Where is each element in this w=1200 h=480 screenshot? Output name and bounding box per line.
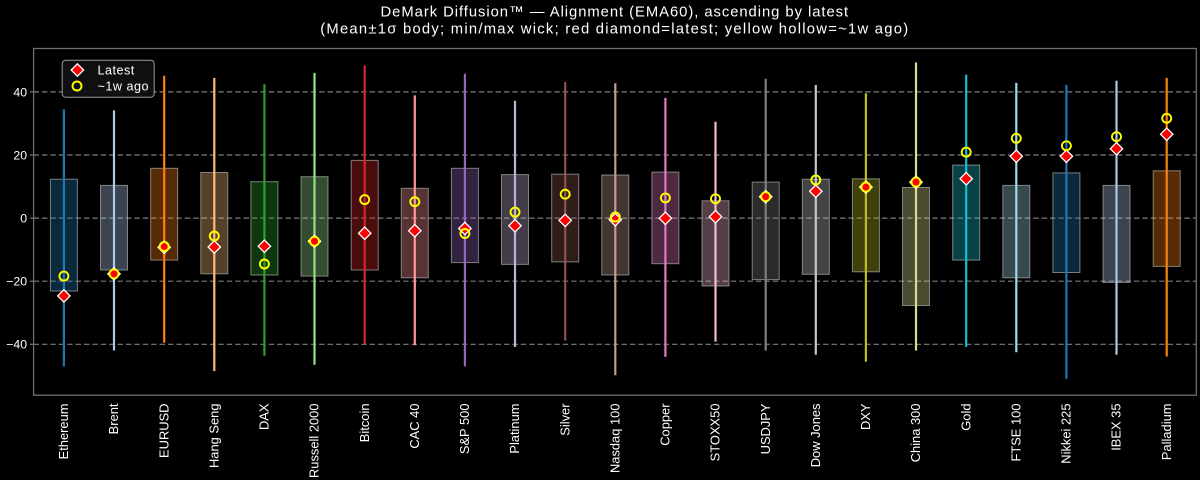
svg-text:Russell 2000: Russell 2000 xyxy=(307,404,322,479)
svg-text:CAC 40: CAC 40 xyxy=(407,404,422,449)
svg-text:Latest: Latest xyxy=(98,64,135,78)
svg-text:0: 0 xyxy=(20,212,27,226)
svg-text:40: 40 xyxy=(13,85,27,99)
svg-text:Dow Jones: Dow Jones xyxy=(808,404,823,468)
svg-text:Ethereum: Ethereum xyxy=(56,404,71,460)
svg-text:(Mean±1σ body; min/max wick; r: (Mean±1σ body; min/max wick; red diamond… xyxy=(320,22,909,38)
svg-text:DeMark Diffusion™ — Alignment: DeMark Diffusion™ — Alignment (EMA60), a… xyxy=(381,5,850,21)
svg-text:Hang Seng: Hang Seng xyxy=(207,404,222,469)
svg-text:Bitcoin: Bitcoin xyxy=(357,404,372,443)
svg-text:20: 20 xyxy=(13,148,27,162)
svg-text:Palladium: Palladium xyxy=(1159,404,1174,461)
svg-text:EURUSD: EURUSD xyxy=(156,404,171,458)
svg-text:FTSE 100: FTSE 100 xyxy=(1009,404,1024,462)
svg-text:Copper: Copper xyxy=(658,403,673,446)
svg-text:−40: −40 xyxy=(6,338,27,352)
svg-text:Platinum: Platinum xyxy=(507,404,522,454)
svg-text:STOXX50: STOXX50 xyxy=(708,404,723,462)
svg-text:S&P 500: S&P 500 xyxy=(457,404,472,455)
svg-text:Nikkei 225: Nikkei 225 xyxy=(1059,404,1074,464)
svg-text:~1w ago: ~1w ago xyxy=(98,80,149,94)
svg-text:DXY: DXY xyxy=(858,403,873,430)
svg-text:USDJPY: USDJPY xyxy=(758,403,773,454)
svg-text:DAX: DAX xyxy=(257,403,272,430)
svg-text:Brent: Brent xyxy=(106,403,121,434)
svg-text:China 300: China 300 xyxy=(908,404,923,463)
svg-text:Gold: Gold xyxy=(958,404,973,431)
svg-text:IBEX 35: IBEX 35 xyxy=(1109,404,1124,451)
svg-text:Nasdaq 100: Nasdaq 100 xyxy=(608,404,623,474)
svg-text:Silver: Silver xyxy=(557,403,572,436)
svg-text:−20: −20 xyxy=(6,275,27,289)
